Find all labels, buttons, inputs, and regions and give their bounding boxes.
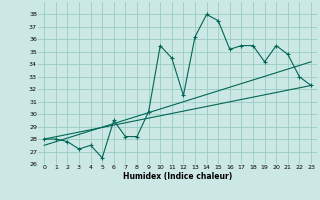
X-axis label: Humidex (Indice chaleur): Humidex (Indice chaleur) [123,172,232,181]
